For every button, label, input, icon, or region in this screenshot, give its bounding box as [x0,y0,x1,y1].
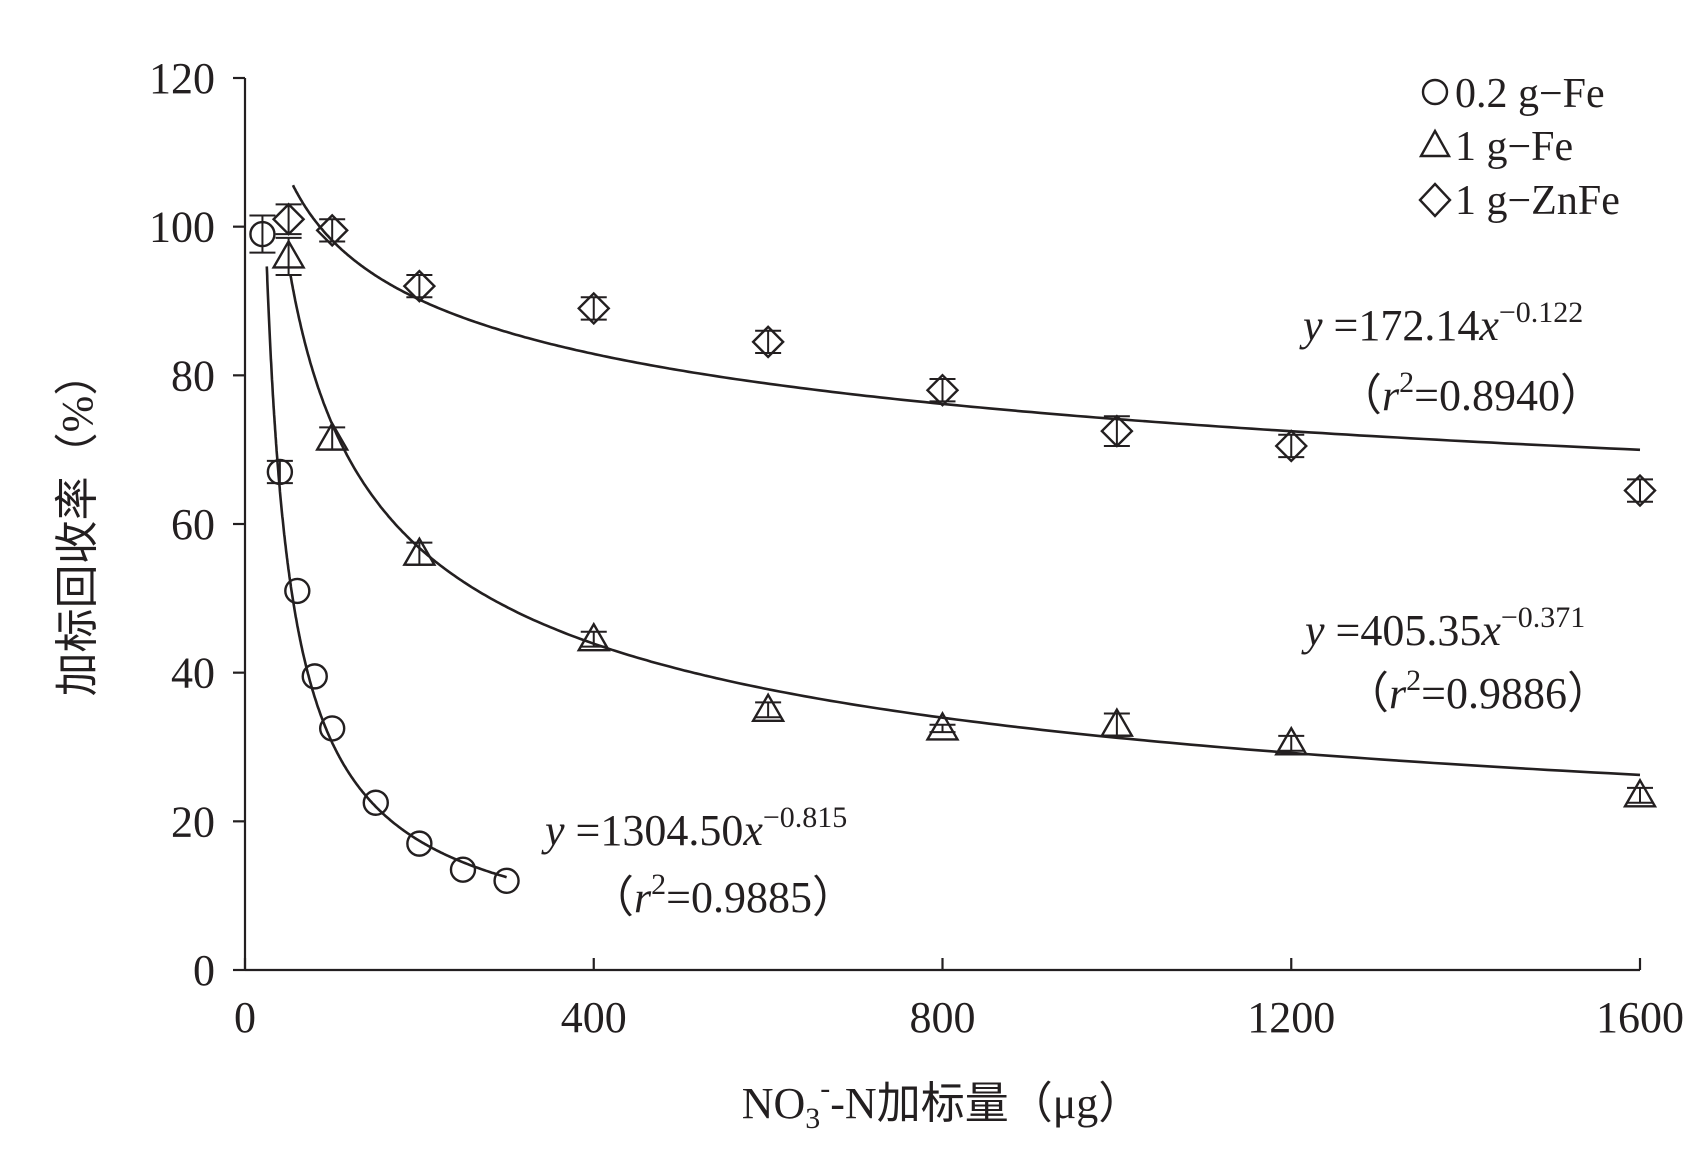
data-point-circle [249,220,276,248]
fit-curve-0 [265,266,507,879]
data-point-diamond [577,291,611,326]
data-point-circle [449,856,477,883]
data-point-triangle [1622,777,1658,808]
data-point-diamond [1623,473,1657,508]
y-tick-label: 60 [171,500,215,549]
equation-fe02: y =1304.50x−0.815 （r2=0.9885） [541,801,856,922]
y-axis-title: 加标回收率（%） [53,352,102,697]
equation-znfe-r2: （r2=0.8940） [1338,366,1604,420]
data-point-triangle [925,711,960,741]
data-point-diamond [271,202,306,236]
data-point-triangle [576,621,611,652]
x-tick-label: 1200 [1247,993,1335,1042]
x-tick-label: 0 [234,993,256,1042]
data-point-triangle [751,692,786,723]
legend: 0.2 g−Fe 1 g−Fe 1 g−ZnFe [1418,71,1620,224]
data-point-diamond [1100,414,1134,448]
equation-fe1-r2: （r2=0.9886） [1345,664,1611,718]
y-tick-label: 0 [193,946,215,995]
data-point-circle [284,577,311,605]
legend-circle-marker [1421,78,1449,106]
y-tick-label: 100 [149,203,215,252]
equation-znfe-formula: y =172.14x−0.122 [1299,296,1583,350]
y-tick-label: 20 [171,797,215,846]
data-point-diamond [751,325,785,359]
y-tick-label: 40 [171,649,215,698]
legend-label-1: 1 g−Fe [1455,124,1573,170]
x-tick-label: 1600 [1596,993,1684,1042]
y-tick-label: 80 [171,351,215,400]
equation-fe1-formula: y =405.35x−0.371 [1301,601,1585,655]
fit-curve-1 [289,274,1641,777]
equation-fe02-formula: y =1304.50x−0.815 [541,801,847,855]
equation-fe02-r2: （r2=0.9885） [590,868,856,922]
legend-label-2: 1 g−ZnFe [1455,178,1620,224]
data-point-circle [362,789,389,816]
data-point-circle [266,458,294,486]
x-axis-title: NO3--N加标量（μg） [742,1072,1143,1135]
data-point-triangle [402,536,437,566]
data-point-triangle [1274,725,1309,756]
fit-curves [265,184,1641,879]
x-tick-label: 800 [910,993,976,1042]
data-point-circle [493,867,520,894]
data-point-triangle [315,421,350,451]
fit-curve-2 [291,184,1641,452]
legend-diamond-marker [1418,182,1452,218]
data-point-diamond [1274,429,1308,463]
data-point-circle [318,715,346,742]
legend-triangle-marker [1418,128,1452,158]
legend-label-0: 0.2 g−Fe [1455,71,1605,117]
equation-znfe: y =172.14x−0.122 （r2=0.8940） [1299,296,1604,420]
data-point-diamond [402,269,437,303]
data-point-triangle [271,238,306,269]
x-tick-label: 400 [561,993,627,1042]
equation-fe1: y =405.35x−0.371 （r2=0.9886） [1301,601,1611,718]
data-point-triangle [1099,707,1134,737]
data-point-circle [301,663,328,690]
data-point-circle [406,830,433,857]
y-tick-label: 120 [149,54,215,103]
data-points [249,202,1658,894]
data-point-diamond [925,373,960,407]
data-point-diamond [315,213,349,248]
